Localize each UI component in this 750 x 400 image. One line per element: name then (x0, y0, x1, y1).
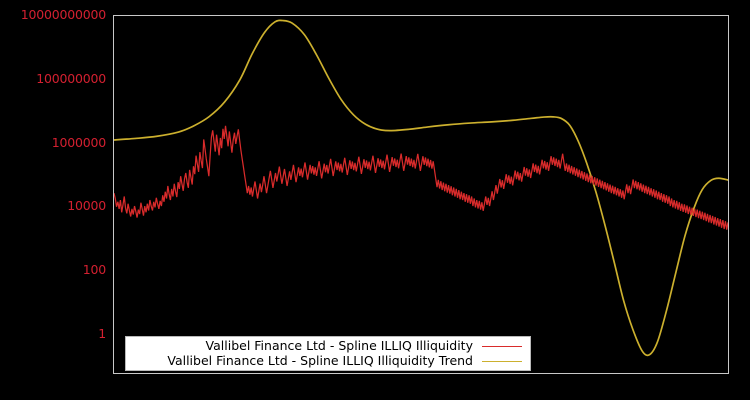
trend-line-series (114, 19, 728, 357)
legend-label: Vallibel Finance Ltd - Spline ILLIQ Illi… (205, 337, 473, 353)
legend-line-swatch-icon (482, 345, 522, 347)
legend-entry: Vallibel Finance Ltd - Spline ILLIQ Illi… (126, 354, 524, 369)
y-axis-tick-label: 1000000 (51, 135, 106, 150)
legend-entry: Vallibel Finance Ltd - Spline ILLIQ Illi… (126, 339, 524, 354)
y-axis-tick-label: 100 (82, 262, 106, 277)
y-axis-tick-label: 10000000000 (20, 7, 106, 22)
y-axis-tick-label: 100000000 (36, 71, 106, 86)
y-axis-tick-label: 1 (98, 326, 106, 341)
plot-area (113, 15, 729, 374)
y-axis-tick-label: 10000 (67, 198, 106, 213)
legend-label: Vallibel Finance Ltd - Spline ILLIQ Illi… (167, 352, 473, 368)
legend-line-swatch-icon (482, 360, 522, 362)
chart-legend: Vallibel Finance Ltd - Spline ILLIQ Illi… (125, 336, 531, 371)
illiquidity-line-series (114, 125, 728, 230)
